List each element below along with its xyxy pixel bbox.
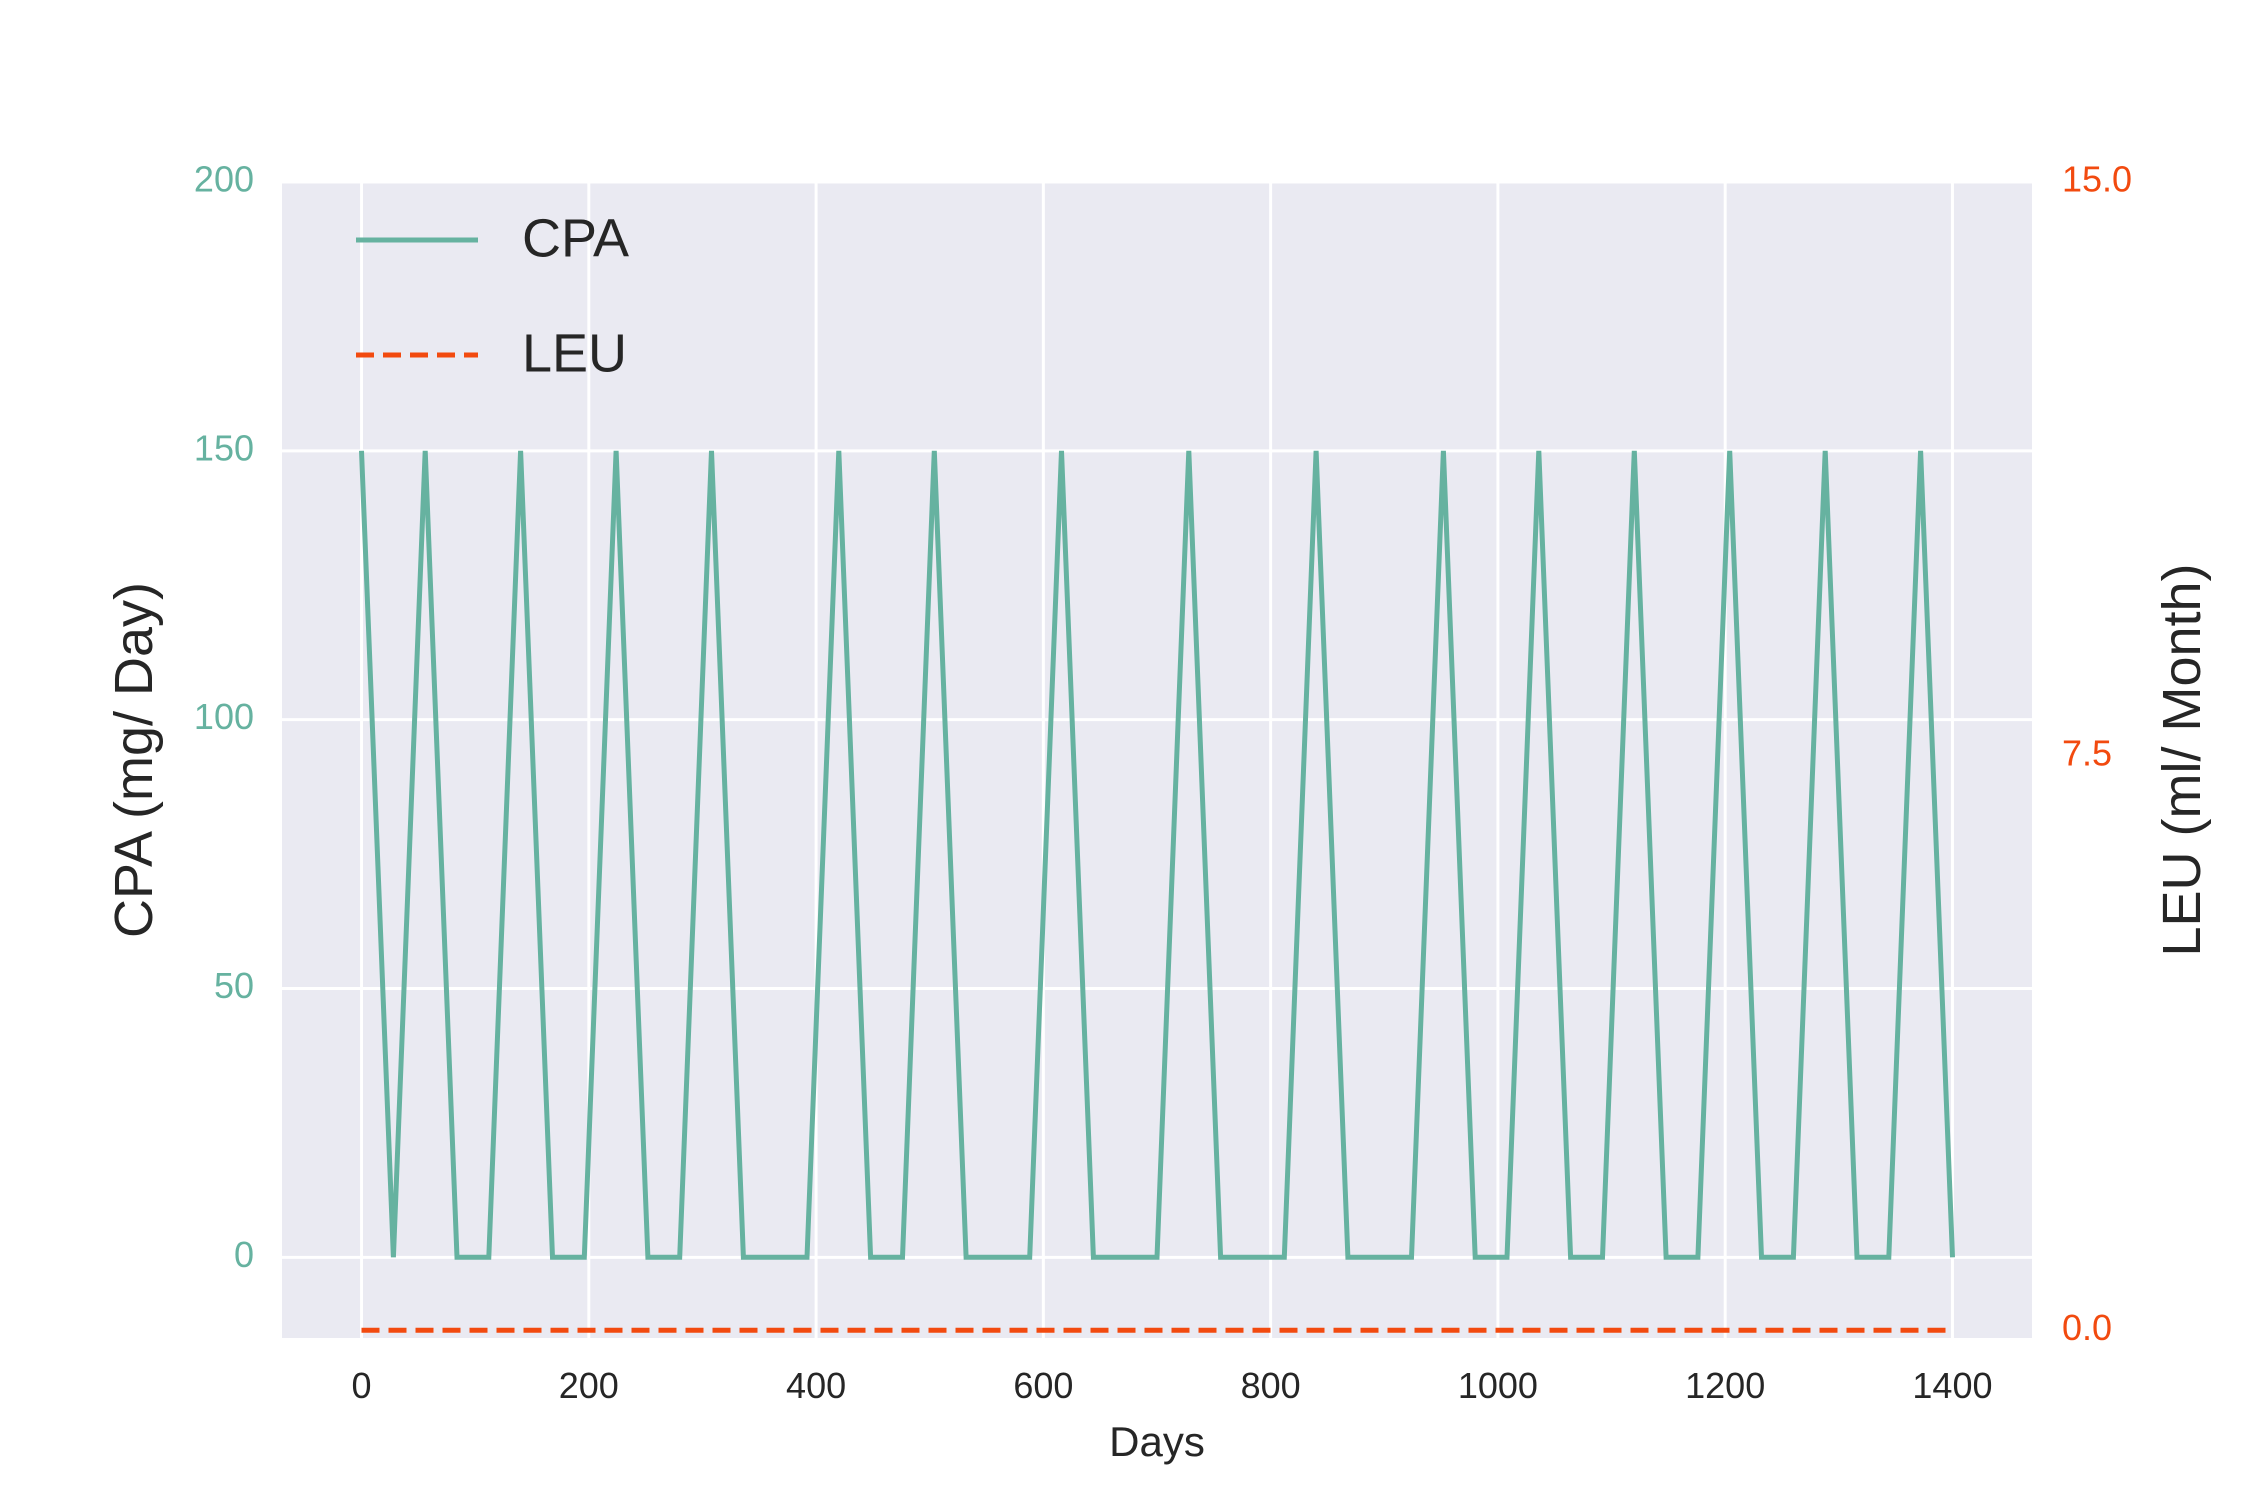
y-right-tick-label: 0.0 xyxy=(2062,1307,2112,1348)
series-line-cpa xyxy=(359,450,1955,1260)
y-right-tick-label: 7.5 xyxy=(2062,733,2112,774)
x-tick-label: 0 xyxy=(352,1365,372,1406)
y-right-tick-label: 15.0 xyxy=(2062,159,2132,200)
series-lines xyxy=(359,450,1955,1333)
legend-label-leu: LEU xyxy=(522,323,627,383)
y-axis-left-label: CPA (mg/ Day) xyxy=(104,582,164,938)
y-left-tick-label: 100 xyxy=(194,696,254,737)
x-tick-label: 1200 xyxy=(1685,1365,1765,1406)
y-left-tick-label: 50 xyxy=(214,965,254,1006)
x-tick-label: 200 xyxy=(559,1365,619,1406)
x-tick-label: 800 xyxy=(1241,1365,1301,1406)
y-axis-right-label: LEU (ml/ Month) xyxy=(2152,563,2212,956)
tick-labels: 0 200 400 600 800 1000 1200 1400 0 50 100 150 200 0.0… xyxy=(194,159,2132,1406)
y-left-tick-label: 0 xyxy=(234,1234,254,1275)
legend-label-cpa: CPA xyxy=(522,208,629,268)
x-tick-label: 400 xyxy=(786,1365,846,1406)
y-left-tick-label: 200 xyxy=(194,159,254,200)
y-left-tick-label: 150 xyxy=(194,427,254,468)
x-tick-label: 600 xyxy=(1013,1365,1073,1406)
legend: CPA LEU xyxy=(356,208,629,383)
x-tick-label: 1400 xyxy=(1912,1365,1992,1406)
x-tick-label: 1000 xyxy=(1458,1365,1538,1406)
x-axis-label: Days xyxy=(1109,1418,1205,1465)
